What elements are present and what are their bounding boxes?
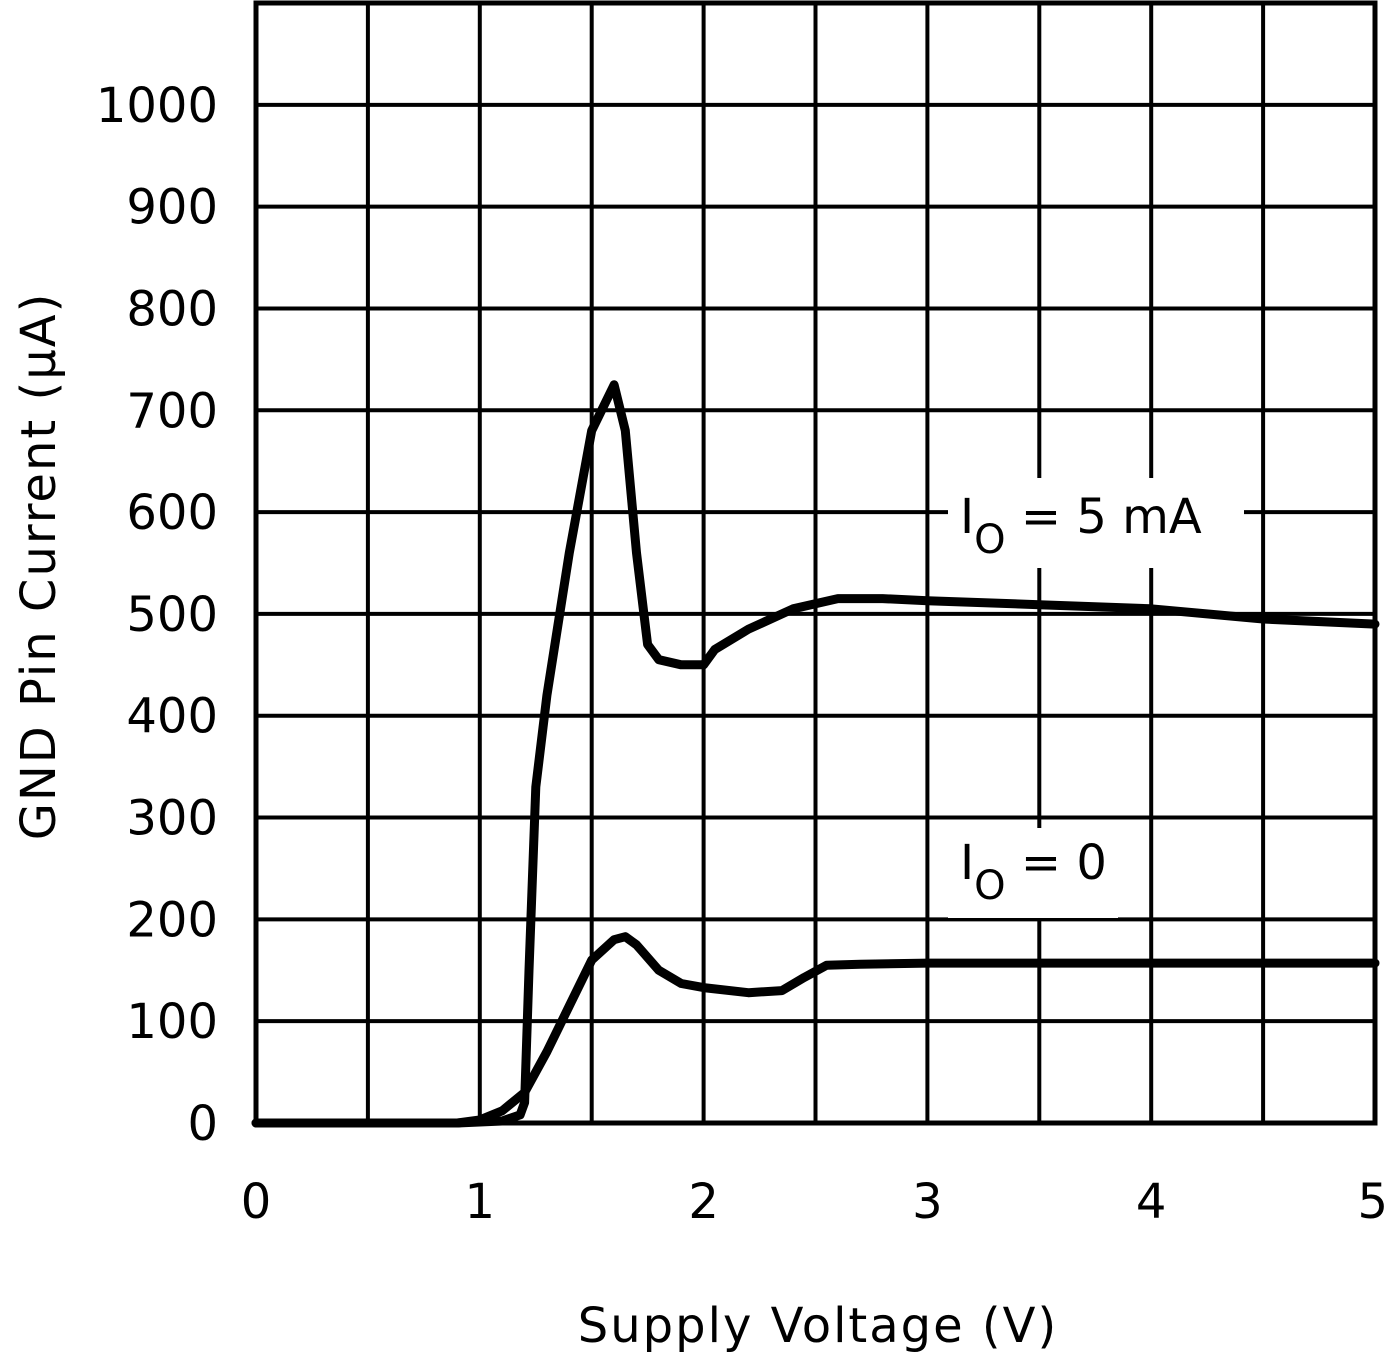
x-tick-label: 4 (1136, 1174, 1167, 1230)
y-tick-label: 100 (126, 994, 218, 1050)
y-tick-label: 300 (126, 791, 218, 847)
y-tick-label: 500 (126, 587, 218, 643)
x-tick-label: 2 (688, 1174, 719, 1230)
y-axis-title: GND Pin Current (μA) (11, 292, 67, 841)
series-label-5ma: IO = 5 mA (960, 489, 1202, 563)
y-tick-labels: 0 100 200 300 400 500 600 700 800 900 1000 (96, 78, 218, 1152)
y-tick-label: 900 (126, 180, 218, 236)
series-line (251, 932, 1380, 1128)
x-tick-label: 0 (241, 1174, 272, 1230)
y-tick-label: 700 (126, 383, 218, 439)
x-axis-title: Supply Voltage (V) (578, 1298, 1058, 1354)
series-lines (251, 380, 1380, 1128)
y-tick-label: 0 (187, 1096, 218, 1152)
y-tick-label: 400 (126, 689, 218, 745)
series-line (251, 380, 1380, 1128)
x-tick-label: 5 (1357, 1174, 1388, 1230)
x-tick-label: 1 (465, 1174, 496, 1230)
series-label-background (948, 828, 1118, 918)
y-tick-label: 600 (126, 485, 218, 541)
y-tick-label: 200 (126, 892, 218, 948)
series-label-background (948, 478, 1244, 568)
plot-frame (253, 0, 1378, 1126)
x-tick-labels: 0 1 2 3 4 5 (241, 1174, 1388, 1230)
y-tick-label: 1000 (96, 78, 218, 134)
series-label-0: IO = 0 (960, 835, 1107, 909)
y-tick-label: 800 (126, 281, 218, 337)
x-tick-label: 3 (912, 1174, 943, 1230)
